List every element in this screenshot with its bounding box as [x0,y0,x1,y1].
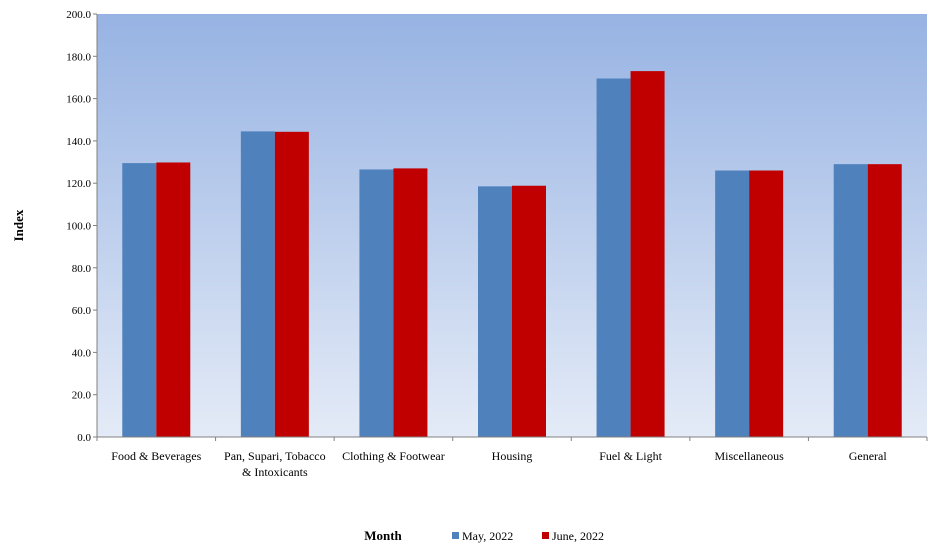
x-category-label: & Intoxicants [242,465,308,479]
bar-june [749,170,784,437]
bar-june [512,185,546,437]
legend: May, 2022 June, 2022 [452,529,604,543]
y-axis-title: Index [11,209,26,241]
y-tick-label: 20.0 [72,390,92,402]
y-tick-label: 200.0 [66,9,91,21]
x-category-label: Housing [492,449,533,463]
bar-june [393,168,428,437]
legend-swatch [452,532,459,539]
y-tick-label: 160.0 [66,94,91,106]
bar-june [867,164,902,438]
bar-may [596,78,631,437]
bar-june [630,71,665,437]
x-axis: Food & Beverages Pan, Supari, Tobacco & In… [96,436,928,479]
x-axis-title: Month [364,528,402,543]
bar-june [156,162,191,437]
y-tick-label: 140.0 [66,136,91,148]
y-tick-label: 0.0 [77,432,91,444]
bar-may [715,170,750,437]
legend-swatch [542,532,549,539]
bar-may [833,164,868,438]
x-category-label: Miscellaneous [714,449,784,463]
legend-label: May, 2022 [462,529,513,543]
y-tick-label: 100.0 [66,221,91,233]
y-tick-label: 60.0 [72,305,92,317]
y-tick-label: 40.0 [72,347,92,359]
x-category-label: General [849,449,888,463]
bar-may [359,169,394,437]
bar-may [240,131,275,437]
x-category-label: Fuel & Light [599,449,662,463]
bar-may [478,186,512,437]
legend-label: June, 2022 [552,529,604,543]
y-axis: 0.0 20.0 40.0 60.0 80.0 100.0 120.0 140.0 160.0 1… [66,9,98,444]
y-tick-label: 180.0 [66,51,91,63]
bars [122,71,902,438]
x-category-label: Clothing & Footwear [342,449,445,463]
bar-june [274,131,309,438]
x-category-label: Pan, Supari, Tobacco [224,449,326,463]
y-tick-label: 80.0 [72,263,92,275]
x-category-label: Food & Beverages [111,449,201,463]
y-tick-label: 120.0 [66,178,91,190]
bar-may [122,163,157,438]
